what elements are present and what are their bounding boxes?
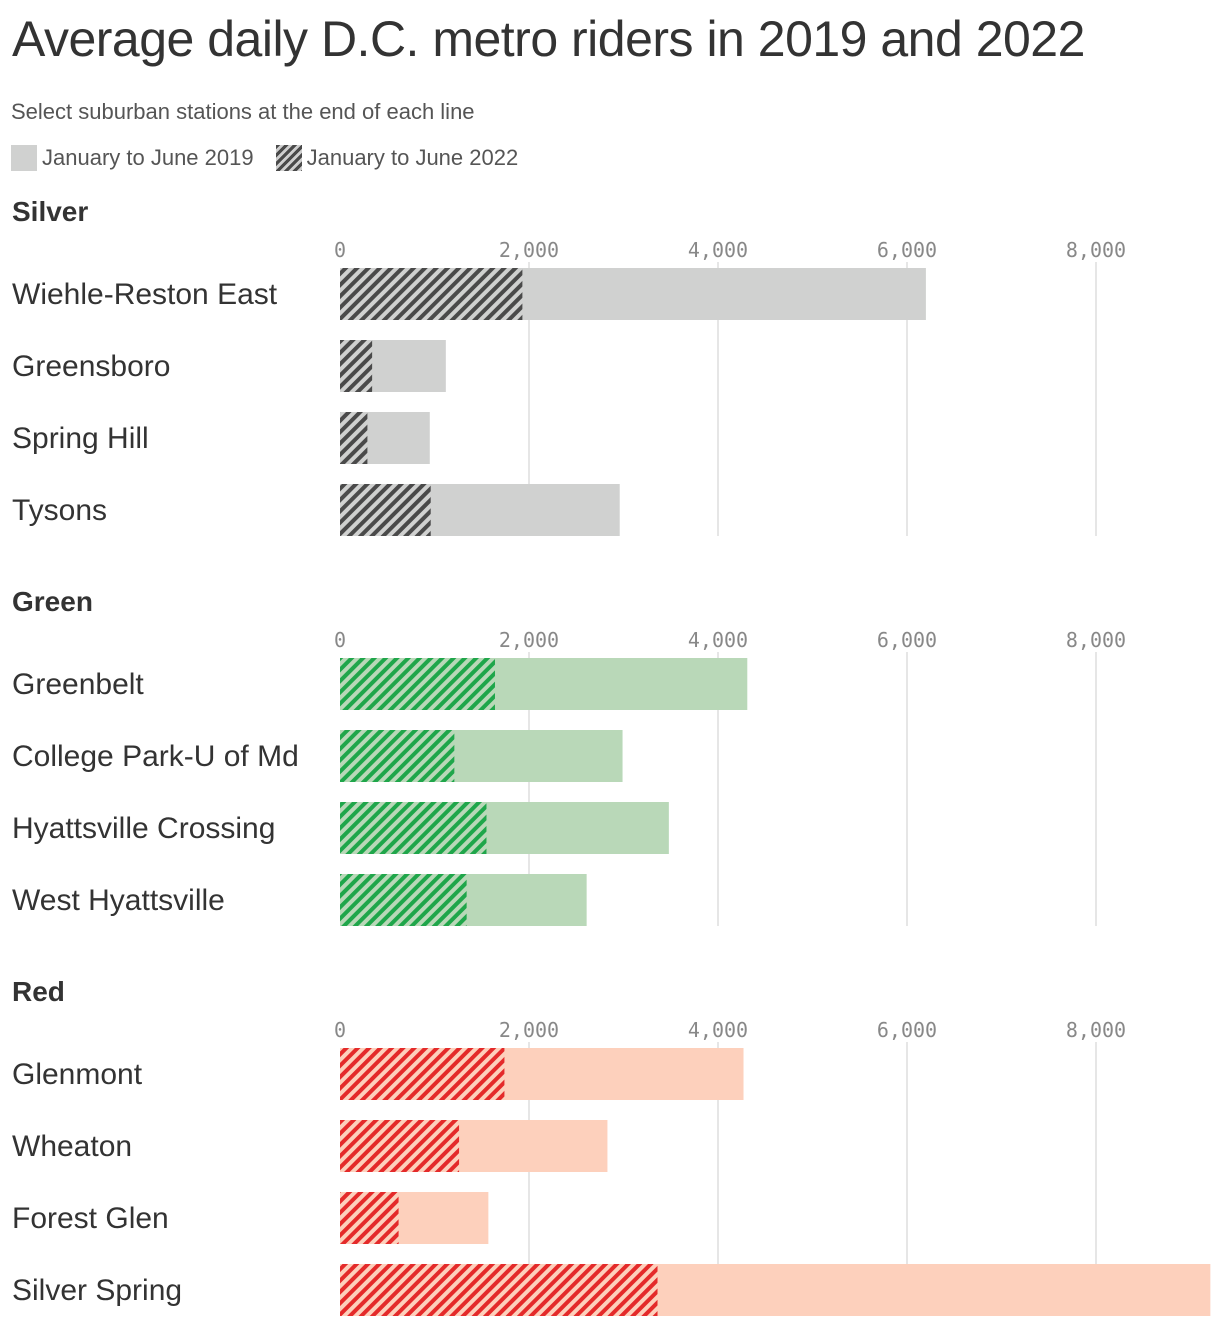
legend-swatch-2022 <box>275 145 302 171</box>
category-label: Tysons <box>12 494 107 527</box>
tick-label: 2,000 <box>499 238 559 262</box>
legend-item-2022: January to June 2022 <box>275 145 519 171</box>
legend-label-2022: January to June 2022 <box>306 145 519 170</box>
category-label: Forest Glen <box>12 1202 169 1235</box>
panel-green: Green 0 2,000 4,000 6,000 8,000 Greenbelt Colle… <box>12 586 1126 926</box>
bar-2022 <box>340 412 368 464</box>
category-label: College Park-U of Md <box>12 740 299 773</box>
tick-label: 0 <box>334 1018 346 1042</box>
tick-label: 6,000 <box>877 238 937 262</box>
category-label: West Hyattsville <box>12 884 225 917</box>
category-label: Wheaton <box>12 1130 132 1163</box>
tick-label: 0 <box>334 628 346 652</box>
tick-label: 4,000 <box>688 628 748 652</box>
chart-title: Average daily D.C. metro riders in 2019 … <box>12 11 1085 67</box>
category-label: Silver Spring <box>12 1274 182 1307</box>
tick-label: 6,000 <box>877 1018 937 1042</box>
tick-label: 2,000 <box>499 628 559 652</box>
bar-2022 <box>340 1192 399 1244</box>
category-label: Greenbelt <box>12 668 144 701</box>
tick-label: 8,000 <box>1066 628 1126 652</box>
legend-item-2019: January to June 2019 <box>11 145 254 171</box>
bar-2022 <box>340 730 455 782</box>
bar-2022 <box>340 340 373 392</box>
legend-swatch-2019 <box>11 145 37 171</box>
bar-2022 <box>340 1264 658 1316</box>
category-label: Spring Hill <box>12 422 149 455</box>
category-label: Glenmont <box>12 1058 143 1091</box>
category-label: Greensboro <box>12 350 170 383</box>
bar-2022 <box>340 802 487 854</box>
legend: January to June 2019 January to June 202… <box>11 145 540 171</box>
tick-label: 8,000 <box>1066 1018 1126 1042</box>
category-label: Wiehle-Reston East <box>12 278 278 311</box>
bar-2022 <box>340 1048 505 1100</box>
panel-title: Green <box>12 586 93 617</box>
tick-label: 8,000 <box>1066 238 1126 262</box>
panel-title: Red <box>12 976 65 1007</box>
bar-2022 <box>340 268 523 320</box>
bar-2022 <box>340 658 495 710</box>
tick-label: 6,000 <box>877 628 937 652</box>
legend-label-2019: January to June 2019 <box>42 145 254 170</box>
panel-red: Red 0 2,000 4,000 6,000 8,000 Glenmont Wheaton F… <box>12 976 1211 1316</box>
bar-2022 <box>340 874 467 926</box>
panel-silver: Silver 0 2,000 4,000 6,000 8,000 Wiehle-Reston… <box>12 196 1126 536</box>
tick-label: 4,000 <box>688 1018 748 1042</box>
bar-2022 <box>340 484 431 536</box>
tick-label: 0 <box>334 238 346 262</box>
tick-label: 2,000 <box>499 1018 559 1042</box>
chart-subtitle: Select suburban stations at the end of e… <box>11 99 475 124</box>
panel-title: Silver <box>12 196 88 227</box>
category-label: Hyattsville Crossing <box>12 812 275 845</box>
tick-label: 4,000 <box>688 238 748 262</box>
bar-2022 <box>340 1120 460 1172</box>
